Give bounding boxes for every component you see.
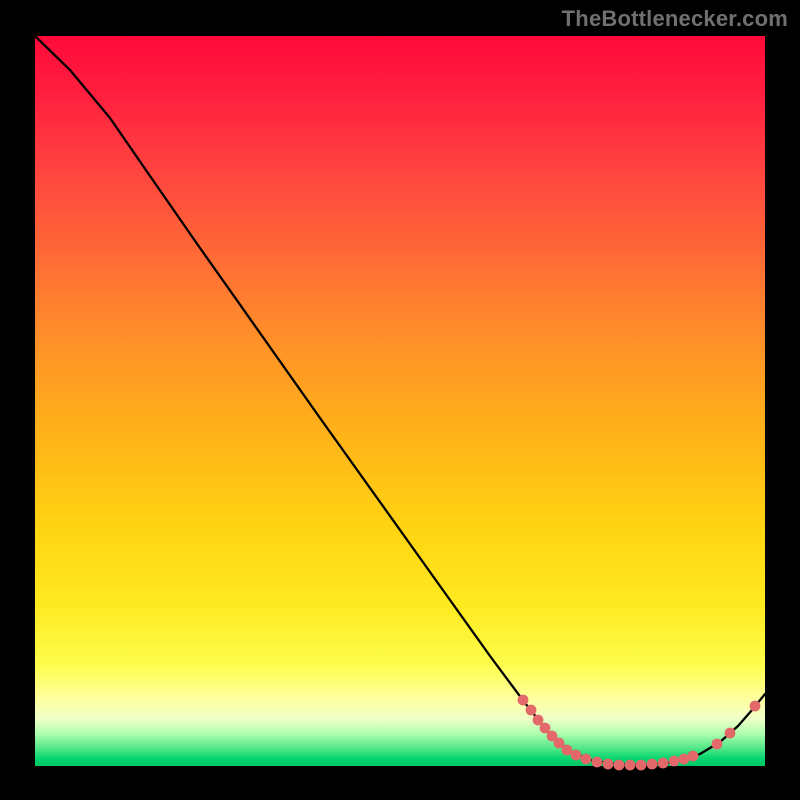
chart-container: TheBottlenecker.com [0, 0, 800, 800]
marker-point [581, 754, 592, 765]
marker-point [712, 739, 723, 750]
marker-point [614, 760, 625, 771]
marker-point [725, 728, 736, 739]
gradient-background [35, 36, 765, 766]
marker-point [669, 756, 680, 767]
marker-point [647, 759, 658, 770]
marker-point [658, 758, 669, 769]
marker-point [603, 759, 614, 770]
marker-point [526, 705, 537, 716]
bottleneck-chart [0, 0, 800, 800]
watermark-text: TheBottlenecker.com [562, 6, 788, 32]
marker-point [625, 760, 636, 771]
marker-point [636, 760, 647, 771]
marker-point [592, 757, 603, 768]
marker-point [750, 701, 761, 712]
marker-point [571, 750, 582, 761]
marker-point [518, 695, 529, 706]
marker-point [688, 751, 699, 762]
